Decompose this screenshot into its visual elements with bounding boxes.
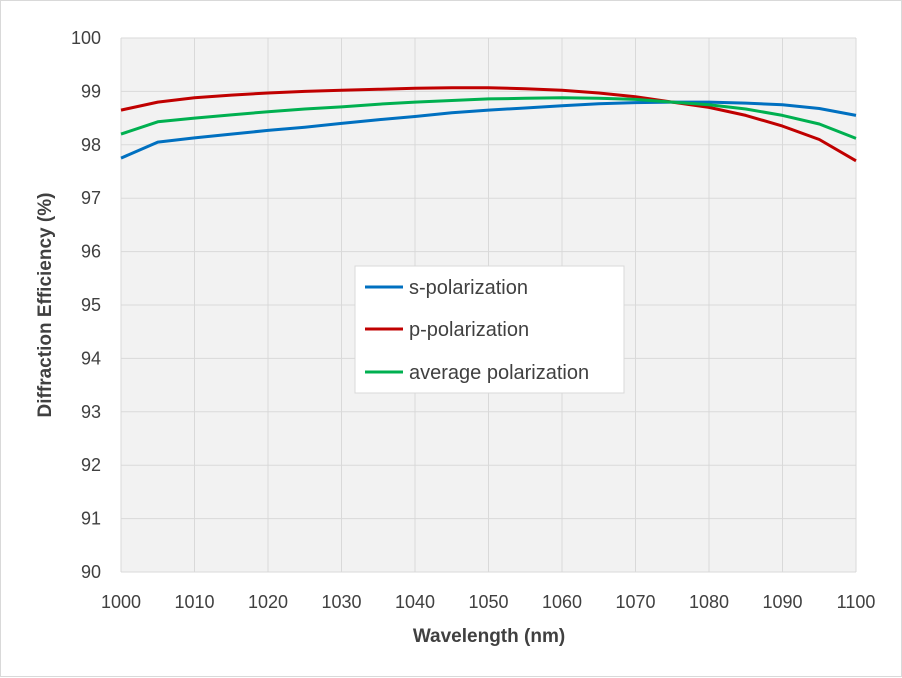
y-tick-label: 95 [81,295,101,315]
series-line-average-polarization [120,96,857,140]
y-tick-label: 91 [81,509,101,529]
x-tick-label: 1030 [321,592,361,612]
x-tick-label: 1060 [542,592,582,612]
tick-labels: 1000 1010 1020 1030 1040 1050 1060 1070 1080 1090… [71,28,875,612]
x-tick-label: 1000 [101,592,141,612]
x-tick-label: 1080 [689,592,729,612]
legend-label-average-polarization: average polarization [409,362,589,384]
y-axis-title: Diffraction Efficiency (%) [35,193,56,418]
legend-label-s-polarization: s-polarization [409,277,528,299]
series-line-s-polarization [120,100,857,160]
x-tick-label: 1010 [174,592,214,612]
y-tick-label: 94 [81,348,101,368]
x-tick-label: 1100 [837,592,876,612]
series-line-p-polarization [120,86,857,163]
series-lines [120,86,857,163]
y-tick-label: 93 [81,402,101,422]
gridlines [120,37,857,573]
x-tick-label: 1040 [395,592,435,612]
x-tick-label: 1070 [615,592,655,612]
x-axis-title: Wavelength (nm) [413,626,565,647]
x-tick-label: 1020 [248,592,288,612]
y-tick-label: 99 [81,81,101,101]
y-tick-label: 98 [81,135,101,155]
x-tick-label: 1050 [468,592,508,612]
legend: s-polarization p-polarization average po… [354,265,625,394]
x-tick-label: 1090 [762,592,802,612]
y-tick-label: 90 [81,562,101,582]
y-tick-label: 100 [71,28,101,48]
legend-label-p-polarization: p-polarization [409,319,529,341]
y-tick-label: 97 [81,188,101,208]
y-tick-label: 92 [81,455,101,475]
y-tick-label: 96 [81,242,101,262]
